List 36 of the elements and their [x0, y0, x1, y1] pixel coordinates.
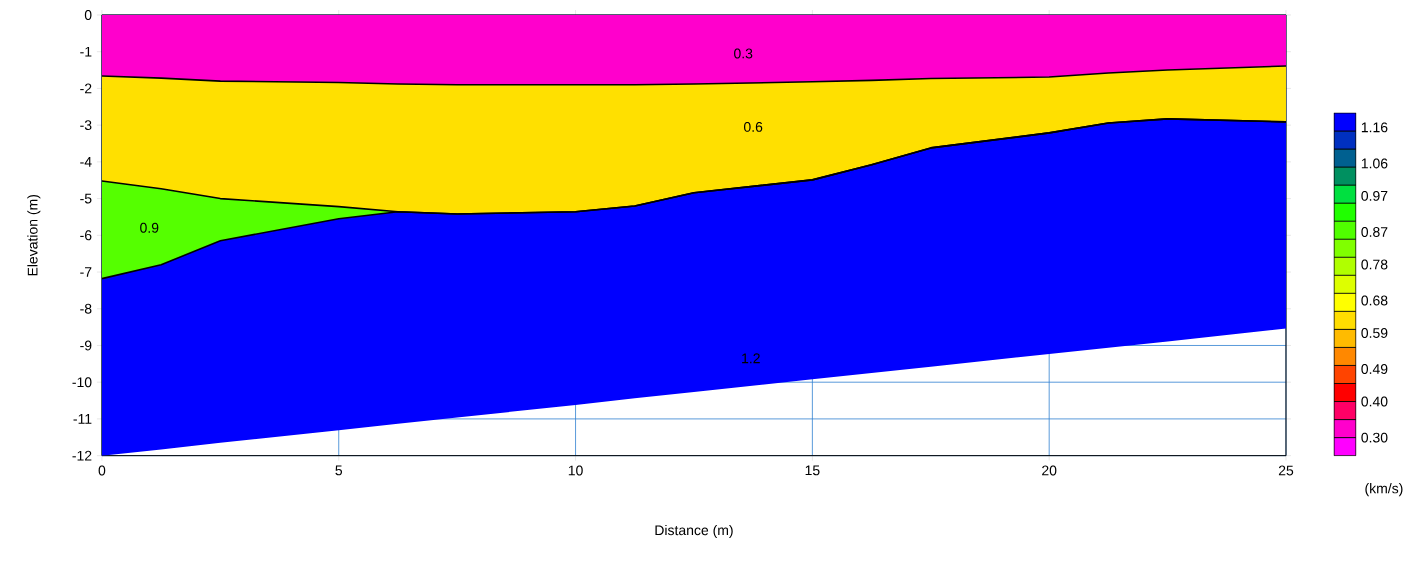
y-tick-label: -3: [80, 120, 92, 131]
x-tick-label: 15: [805, 465, 820, 476]
color-bar-label: 0.97: [1361, 191, 1388, 202]
y-tick-label: -2: [80, 83, 92, 94]
y-tick-label: -5: [80, 193, 92, 204]
annotation: 0.6: [743, 122, 763, 133]
annotation: 1.2: [742, 353, 760, 364]
y-tick-label: -10: [72, 377, 92, 388]
x-tick-label: 25: [1278, 465, 1294, 476]
y-axis-title: Elevation (m): [27, 195, 41, 276]
y-tick-label: -1: [80, 47, 92, 57]
annotation: 0.3: [734, 48, 753, 59]
annotation: 0.9: [140, 223, 159, 233]
x-tick-label: 0: [98, 465, 106, 476]
y-tick-label: -7: [80, 267, 92, 278]
y-tick-label: -4: [80, 157, 92, 167]
y-tick-label: -9: [80, 340, 92, 351]
x-tick-label: 5: [335, 465, 343, 476]
color-bar-label: 0.40: [1361, 396, 1388, 407]
color-bar-label: 1.06: [1361, 158, 1388, 169]
color-bar-label: 0.78: [1361, 259, 1388, 270]
y-tick-label: 0: [84, 10, 92, 21]
y-tick-label: -11: [73, 414, 92, 424]
color-bar-label: 1.16: [1361, 122, 1388, 133]
y-tick-label: -8: [80, 304, 92, 314]
color-bar-title: (km/s): [1365, 483, 1403, 497]
color-bar-label: 0.68: [1361, 295, 1388, 306]
x-axis-title: Distance (m): [655, 525, 733, 539]
x-tick-label: 20: [1042, 465, 1057, 476]
color-bar-label: 0.30: [1361, 432, 1388, 443]
color-bar-label: 0.49: [1361, 364, 1388, 375]
color-bar-label: 0.87: [1361, 227, 1388, 238]
y-tick-label: -12: [72, 450, 92, 461]
y-tick-label: -6: [80, 230, 92, 241]
x-tick-label: 10: [568, 465, 583, 476]
color-bar-label: 0.59: [1361, 328, 1388, 339]
